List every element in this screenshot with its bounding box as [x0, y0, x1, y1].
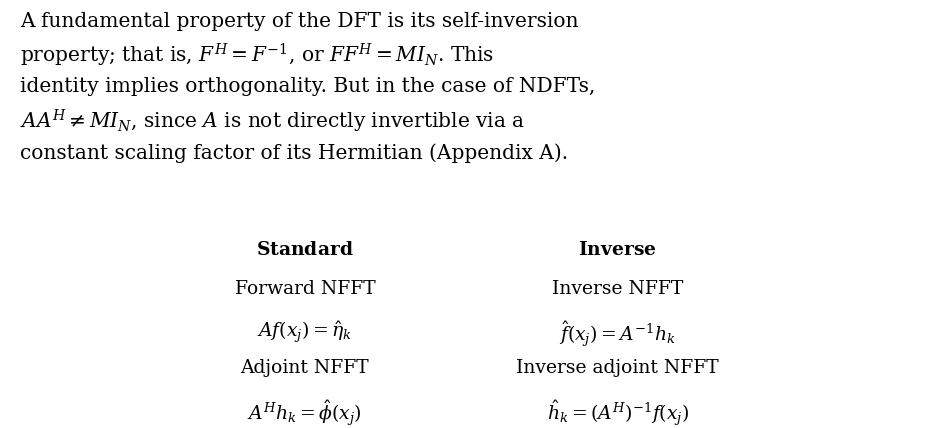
Text: $\mathbf{Inverse}$: $\mathbf{Inverse}$: [578, 241, 657, 259]
Text: Adjoint NFFT: Adjoint NFFT: [241, 359, 369, 377]
Text: A fundamental property of the DFT is its self-inversion
property; that is, $F^H : A fundamental property of the DFT is its…: [20, 12, 595, 163]
Text: Forward NFFT: Forward NFFT: [235, 280, 375, 298]
Text: $A^H h_k = \hat{\phi}(x_j)$: $A^H h_k = \hat{\phi}(x_j)$: [247, 398, 362, 428]
Text: Inverse NFFT: Inverse NFFT: [553, 280, 684, 298]
Text: Inverse adjoint NFFT: Inverse adjoint NFFT: [516, 359, 719, 377]
Text: $\hat{h}_k = (A^H)^{-1} f(x_j)$: $\hat{h}_k = (A^H)^{-1} f(x_j)$: [547, 398, 689, 428]
Text: $\mathbf{Standard}$: $\mathbf{Standard}$: [256, 241, 354, 259]
Text: $Af(x_j) = \hat{\eta}_k$: $Af(x_j) = \hat{\eta}_k$: [258, 320, 353, 346]
Text: $\hat{f}(x_j) = A^{-1}h_k$: $\hat{f}(x_j) = A^{-1}h_k$: [559, 320, 676, 350]
